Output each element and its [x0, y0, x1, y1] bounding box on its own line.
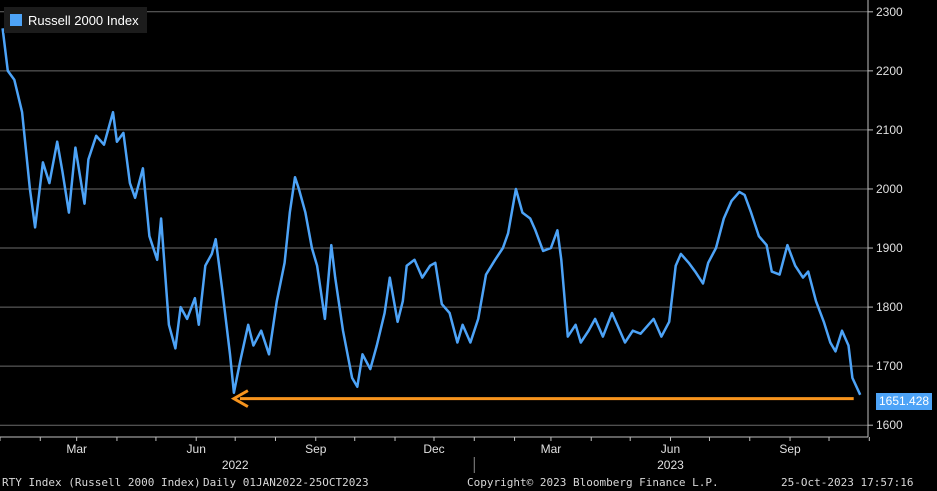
x-tick-label: Jun: [661, 442, 680, 456]
footer-ticker: RTY Index (Russell 2000 Index): [2, 476, 201, 489]
x-tick-label: Sep: [305, 442, 327, 456]
x-year-label: 2023: [657, 458, 684, 472]
x-tick-label: Mar: [66, 442, 87, 456]
x-tick-label: Dec: [423, 442, 444, 456]
y-tick-label: 2000: [876, 182, 903, 196]
footer: RTY Index (Russell 2000 Index) Daily 01J…: [0, 475, 937, 491]
legend-label: Russell 2000 Index: [28, 12, 139, 28]
footer-timestamp: 25-Oct-2023 17:57:16: [781, 476, 914, 489]
x-year-label: 2022: [222, 458, 249, 472]
x-tick-label: Sep: [779, 442, 801, 456]
y-tick-label: 2300: [876, 5, 903, 19]
series-line: [1, 28, 862, 396]
legend-swatch: [10, 14, 22, 26]
y-tick-label: 1900: [876, 241, 903, 255]
y-tick-label: 1800: [876, 300, 903, 314]
last-value-label: 1651.428: [876, 393, 933, 410]
y-tick-label: 2200: [876, 64, 903, 78]
footer-copyright: Copyright© 2023 Bloomberg Finance L.P.: [467, 476, 719, 489]
y-tick-label: 1700: [876, 359, 903, 373]
footer-range: Daily 01JAN2022-25OCT2023: [203, 476, 369, 489]
legend: Russell 2000 Index: [4, 7, 147, 33]
y-tick-label: 1600: [876, 418, 903, 432]
support-arrow-head: [230, 389, 249, 408]
x-tick-label: Jun: [187, 442, 206, 456]
x-tick-label: Mar: [541, 442, 562, 456]
y-tick-label: 2100: [876, 123, 903, 137]
